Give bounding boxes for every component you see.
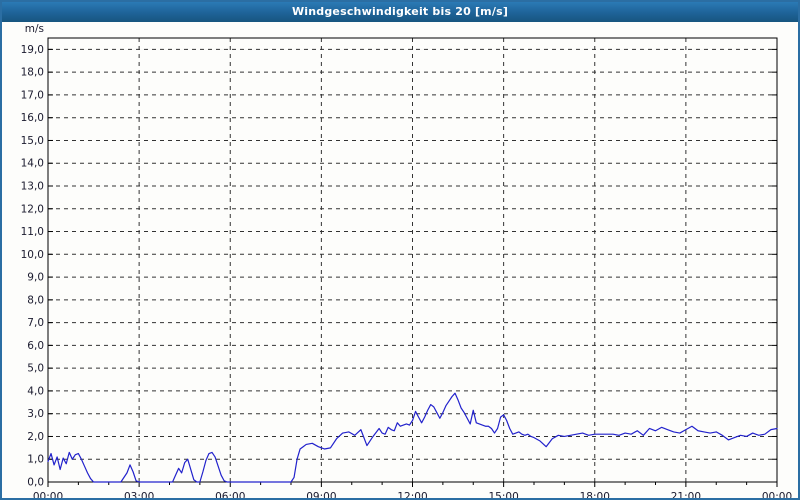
chart-plot-area: 0,0 1,0 2,0 3,0 4,0 5,0 6,0 7,0 8,0 9,0 10,0 11,0 12… — [2, 22, 798, 498]
y-axis-tick-label: 5,0 — [27, 363, 44, 375]
y-axis-tick-label: 12,0 — [21, 203, 44, 215]
y-axis-tick-label: 18,0 — [21, 67, 44, 79]
y-axis-tick-label: 0,0 — [27, 477, 44, 489]
y-axis-labels: 0,0 1,0 2,0 3,0 4,0 5,0 6,0 7,0 8,0 9,0 10,0 11,0 12… — [21, 44, 44, 489]
y-axis-tick-label: 4,0 — [27, 385, 44, 397]
plot-frame — [47, 37, 778, 483]
window-title: Windgeschwindigkeit bis 20 [m/s] — [2, 2, 798, 22]
y-axis-tick-label: 19,0 — [21, 44, 44, 56]
y-axis-tick-label: 17,0 — [21, 89, 44, 101]
x-axis-time-label: 06:00 — [215, 491, 245, 498]
y-axis-tick-label: 8,0 — [27, 294, 44, 306]
x-axis-time-label: 09:00 — [306, 491, 336, 498]
x-axis-time-label: 18:00 — [580, 491, 610, 498]
x-axis-time-label: 15:00 — [488, 491, 518, 498]
y-axis-tick-label: 14,0 — [21, 158, 44, 170]
y-axis-tick-label: 11,0 — [21, 226, 44, 238]
x-axis-time-label: 21:00 — [671, 491, 701, 498]
y-axis-tick-label: 9,0 — [27, 272, 44, 284]
y-axis-tick-label: 6,0 — [27, 340, 44, 352]
y-axis-tick-label: 7,0 — [27, 317, 44, 329]
x-axis-time-label: 00:00 — [762, 491, 792, 498]
x-axis-labels: 00:0018.10.2103:0018.10.2106:0018.10.210… — [33, 491, 792, 498]
wind-speed-line-chart: 0,0 1,0 2,0 3,0 4,0 5,0 6,0 7,0 8,0 9,0 10,0 11,0 12… — [21, 23, 793, 498]
gridlines — [48, 38, 777, 482]
y-axis-tick-label: 16,0 — [21, 112, 44, 124]
x-axis-time-label: 03:00 — [124, 491, 154, 498]
x-axis-ticks — [47, 482, 778, 487]
y-axis-tick-label: 1,0 — [27, 454, 44, 466]
y-axis-unit-label: m/s — [25, 23, 44, 35]
x-axis-time-label: 00:00 — [33, 491, 63, 498]
y-axis-tick-label: 2,0 — [27, 431, 44, 443]
y-axis-tick-label: 13,0 — [21, 181, 44, 193]
y-axis-tick-label: 10,0 — [21, 249, 44, 261]
x-axis-time-label: 12:00 — [397, 491, 427, 498]
wind-speed-series-line — [47, 392, 778, 483]
y-axis-tick-label: 3,0 — [27, 408, 44, 420]
y-axis-tick-label: 15,0 — [21, 135, 44, 147]
